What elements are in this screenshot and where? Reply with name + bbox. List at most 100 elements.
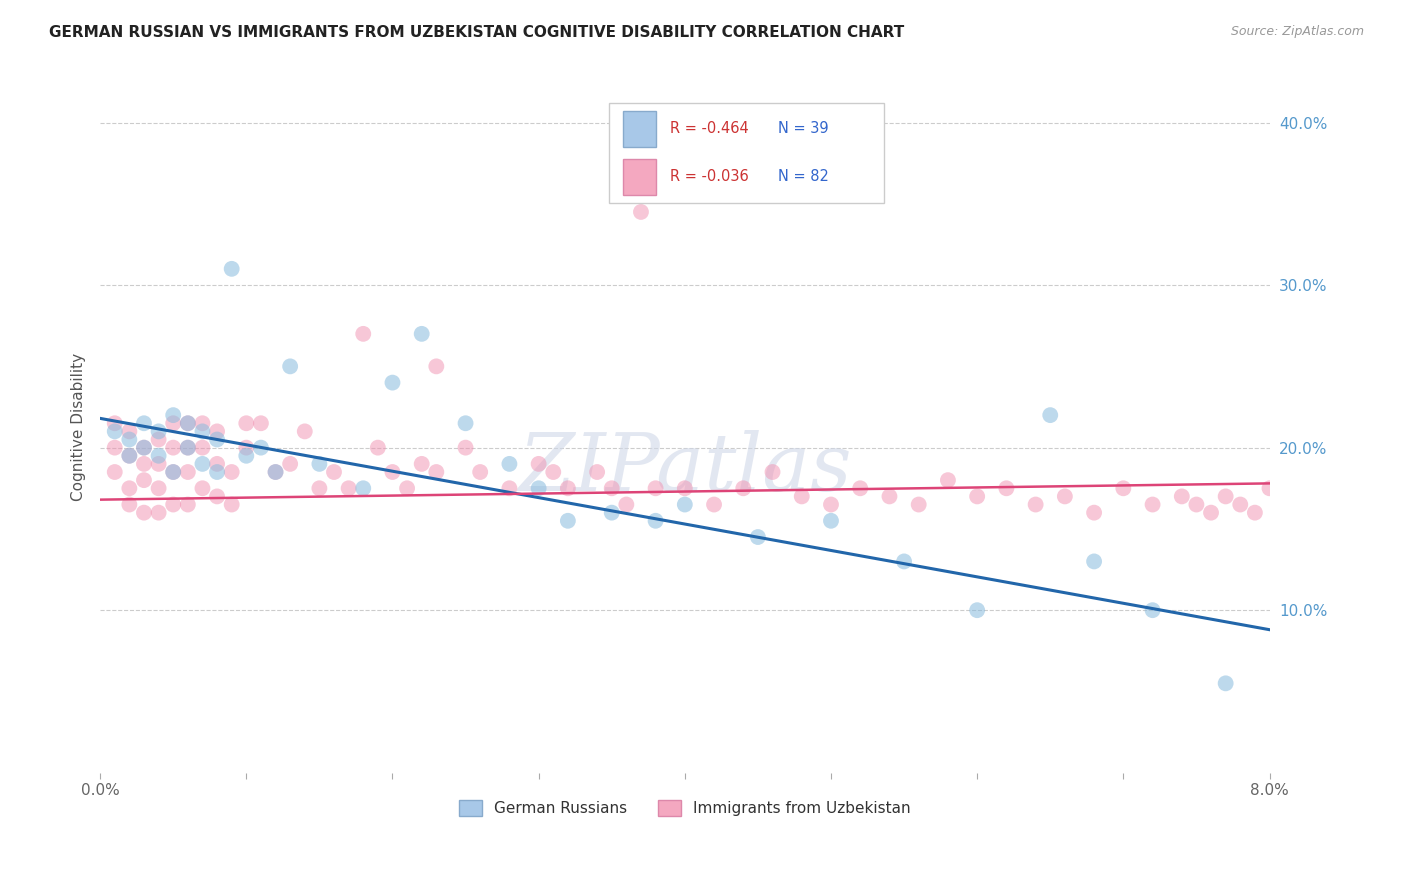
Text: Source: ZipAtlas.com: Source: ZipAtlas.com [1230, 25, 1364, 38]
Point [557, 514, 579, 528]
Point [162, 408, 184, 422]
Point [177, 465, 200, 479]
Point [177, 417, 200, 431]
Point [1039, 408, 1062, 422]
Point [352, 326, 374, 341]
Point [177, 441, 200, 455]
Point [132, 441, 155, 455]
Point [205, 433, 228, 447]
Point [673, 481, 696, 495]
Point [1142, 603, 1164, 617]
Point [308, 481, 330, 495]
Point [148, 506, 170, 520]
Point [191, 457, 214, 471]
Point [1053, 490, 1076, 504]
Point [411, 457, 433, 471]
Point [235, 441, 257, 455]
Point [352, 481, 374, 495]
Text: ZIPatlas: ZIPatlas [517, 430, 852, 508]
Point [425, 465, 447, 479]
Point [337, 481, 360, 495]
Point [264, 465, 287, 479]
Point [221, 465, 243, 479]
Point [761, 465, 783, 479]
Point [177, 498, 200, 512]
FancyBboxPatch shape [609, 103, 883, 202]
Point [148, 433, 170, 447]
Point [733, 481, 755, 495]
Text: N = 82: N = 82 [779, 169, 830, 184]
Text: N = 39: N = 39 [779, 121, 830, 136]
Point [250, 417, 273, 431]
Point [118, 449, 141, 463]
Point [586, 465, 609, 479]
Point [132, 457, 155, 471]
Point [614, 498, 637, 512]
Point [132, 473, 155, 487]
Point [1258, 481, 1281, 495]
Point [205, 465, 228, 479]
Point [148, 449, 170, 463]
Point [323, 465, 346, 479]
Point [118, 449, 141, 463]
Point [396, 481, 419, 495]
Point [148, 457, 170, 471]
Point [104, 465, 127, 479]
Point [820, 514, 842, 528]
Point [1025, 498, 1047, 512]
Point [162, 417, 184, 431]
Point [264, 465, 287, 479]
Point [177, 441, 200, 455]
Point [600, 506, 623, 520]
Point [294, 425, 316, 439]
Point [1171, 490, 1194, 504]
Point [162, 465, 184, 479]
Point [250, 441, 273, 455]
Point [1229, 498, 1251, 512]
Point [1112, 481, 1135, 495]
Point [600, 481, 623, 495]
Point [381, 376, 404, 390]
Text: R = -0.036: R = -0.036 [669, 169, 748, 184]
Point [308, 457, 330, 471]
Point [673, 498, 696, 512]
Point [966, 603, 988, 617]
Point [936, 473, 959, 487]
FancyBboxPatch shape [623, 159, 655, 194]
Point [820, 498, 842, 512]
Point [849, 481, 872, 495]
Point [205, 425, 228, 439]
Point [966, 490, 988, 504]
Point [118, 433, 141, 447]
Point [747, 530, 769, 544]
Point [470, 465, 492, 479]
Point [162, 498, 184, 512]
Point [1142, 498, 1164, 512]
Point [527, 457, 550, 471]
Point [907, 498, 929, 512]
Point [454, 417, 477, 431]
Point [498, 457, 520, 471]
Point [104, 417, 127, 431]
Point [162, 465, 184, 479]
Point [703, 498, 725, 512]
Point [205, 457, 228, 471]
Point [221, 498, 243, 512]
Point [425, 359, 447, 374]
Point [1185, 498, 1208, 512]
Point [893, 554, 915, 568]
Point [381, 465, 404, 479]
Point [235, 417, 257, 431]
Text: R = -0.464: R = -0.464 [669, 121, 748, 136]
Point [118, 481, 141, 495]
Point [1215, 490, 1237, 504]
Point [278, 359, 301, 374]
Point [235, 449, 257, 463]
Point [191, 417, 214, 431]
Point [644, 514, 666, 528]
Point [498, 481, 520, 495]
Point [221, 261, 243, 276]
Point [543, 465, 565, 479]
Point [557, 481, 579, 495]
Legend: German Russians, Immigrants from Uzbekistan: German Russians, Immigrants from Uzbekis… [451, 793, 918, 824]
